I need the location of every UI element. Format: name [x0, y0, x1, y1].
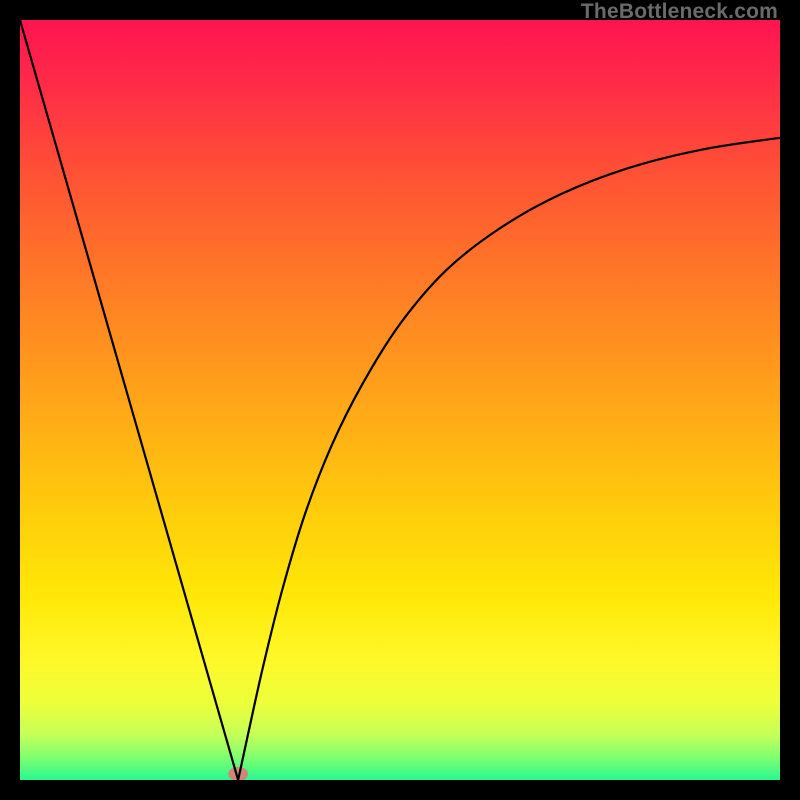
plot-area [20, 20, 780, 780]
watermark-text: TheBottleneck.com [581, 0, 778, 24]
chart-frame: TheBottleneck.com [0, 0, 800, 800]
chart-svg [20, 20, 780, 780]
gradient-background [20, 20, 780, 780]
